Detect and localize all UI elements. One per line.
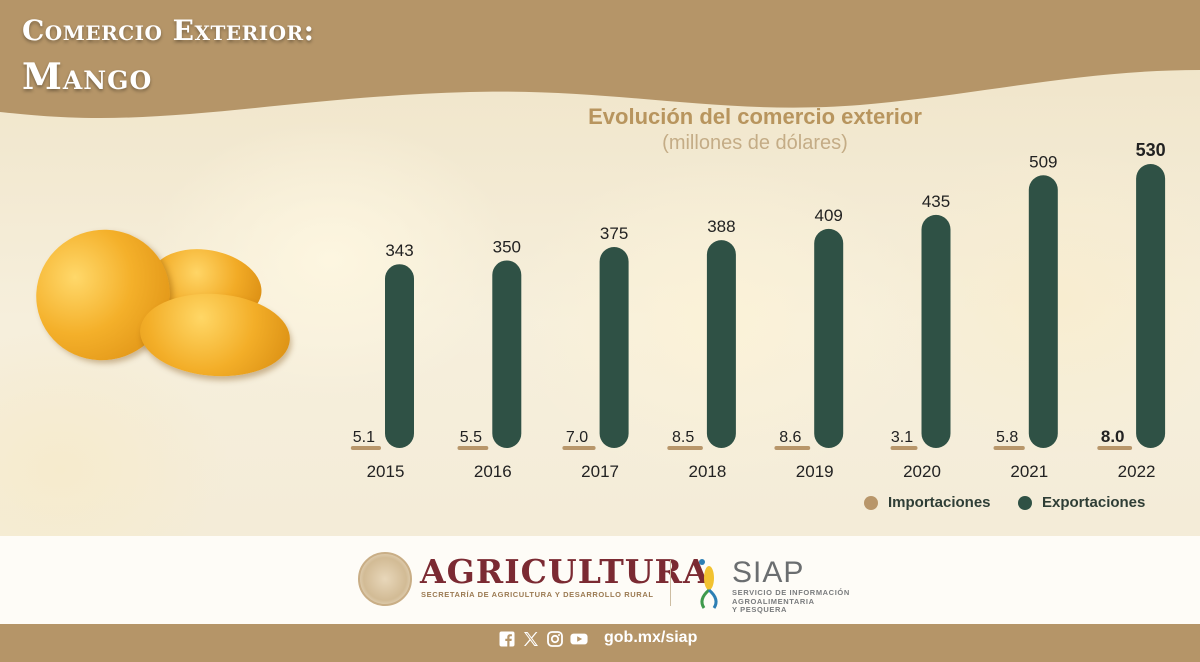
import-bar xyxy=(457,446,489,450)
x-tick-label: 2018 xyxy=(688,462,726,481)
national-seal-icon xyxy=(358,552,412,606)
x-tick-label: 2022 xyxy=(1118,462,1156,481)
social-links xyxy=(498,630,594,648)
website-link[interactable]: gob.mx/siap xyxy=(604,629,698,646)
import-bar xyxy=(667,446,703,450)
legend-item-exportaciones: Exportaciones xyxy=(1018,494,1145,511)
export-bar xyxy=(921,214,951,448)
footer-logos xyxy=(0,536,1200,624)
import-value-label: 8.6 xyxy=(779,429,801,446)
siap-logo: SIAP xyxy=(732,556,805,589)
instagram-icon[interactable] xyxy=(546,630,564,648)
import-value-label: 5.5 xyxy=(460,429,482,446)
export-value-label: 435 xyxy=(922,192,950,211)
legend-swatch-importaciones xyxy=(864,495,878,510)
agricultura-subtitle: SECRETARÍA DE AGRICULTURA Y DESARROLLO R… xyxy=(421,590,654,599)
legend-label: Exportaciones xyxy=(1042,494,1146,511)
footer-bar xyxy=(0,624,1200,662)
agricultura-logo: AGRICULTURA xyxy=(420,552,710,591)
legend-label: Importaciones xyxy=(888,494,991,511)
export-bar xyxy=(385,264,414,448)
export-value-label: 409 xyxy=(815,206,843,225)
export-bar xyxy=(492,260,522,448)
import-bar xyxy=(350,446,381,450)
bar-chart: 343 5.1 2015 350 5.5 2016 375 7.0 2017 388 8.5 2018… xyxy=(350,140,1166,481)
export-bar xyxy=(706,240,736,448)
import-value-label: 3.1 xyxy=(891,429,913,446)
export-bar xyxy=(1028,175,1058,449)
import-bar xyxy=(1097,446,1133,450)
chart-subtitle: (millones de dólares) xyxy=(662,132,848,154)
export-value-label: 530 xyxy=(1136,140,1166,160)
header-product: Mango xyxy=(22,56,153,98)
siap-subtitle-line: AGROALIMENTARIA xyxy=(732,596,815,606)
import-bar xyxy=(993,446,1025,450)
import-value-label: 8.0 xyxy=(1101,427,1125,446)
export-value-label: 509 xyxy=(1029,152,1057,171)
import-value-label: 7.0 xyxy=(566,429,588,446)
youtube-icon[interactable] xyxy=(570,630,588,648)
siap-subtitle-line: SERVICIO DE INFORMACIÓN xyxy=(732,588,850,597)
export-value-label: 388 xyxy=(707,217,735,236)
legend-item-importaciones: Importaciones xyxy=(864,494,991,511)
x-icon[interactable] xyxy=(522,630,540,648)
chart-title: Evolución del comercio exterior xyxy=(588,104,922,129)
export-bar xyxy=(599,247,629,448)
siap-subtitle-line: Y PESQUERA xyxy=(732,605,788,614)
import-bar xyxy=(890,446,918,450)
x-tick-label: 2020 xyxy=(903,462,941,481)
x-tick-label: 2019 xyxy=(796,462,834,481)
siap-subtitle: SERVICIO DE INFORMACIÓN AGROALIMENTARIA … xyxy=(732,588,862,615)
export-value-label: 375 xyxy=(600,224,628,243)
export-bar xyxy=(814,228,844,448)
header-title: Comercio Exterior: xyxy=(22,14,315,47)
header-band xyxy=(0,0,1200,118)
x-tick-label: 2015 xyxy=(367,462,405,481)
facebook-icon[interactable] xyxy=(498,630,516,648)
import-bar xyxy=(562,446,596,450)
x-tick-label: 2016 xyxy=(474,462,512,481)
export-value-label: 343 xyxy=(385,241,413,260)
x-tick-label: 2017 xyxy=(581,462,619,481)
import-value-label: 5.8 xyxy=(996,429,1018,446)
logo-divider xyxy=(670,560,671,606)
siap-corn-icon xyxy=(699,559,718,609)
legend-swatch-exportaciones xyxy=(1018,495,1032,510)
import-value-label: 8.5 xyxy=(672,429,694,446)
import-bar xyxy=(774,446,811,450)
x-tick-label: 2021 xyxy=(1010,462,1048,481)
export-bar xyxy=(1136,164,1166,448)
import-value-label: 5.1 xyxy=(353,429,375,446)
export-value-label: 350 xyxy=(493,237,521,256)
